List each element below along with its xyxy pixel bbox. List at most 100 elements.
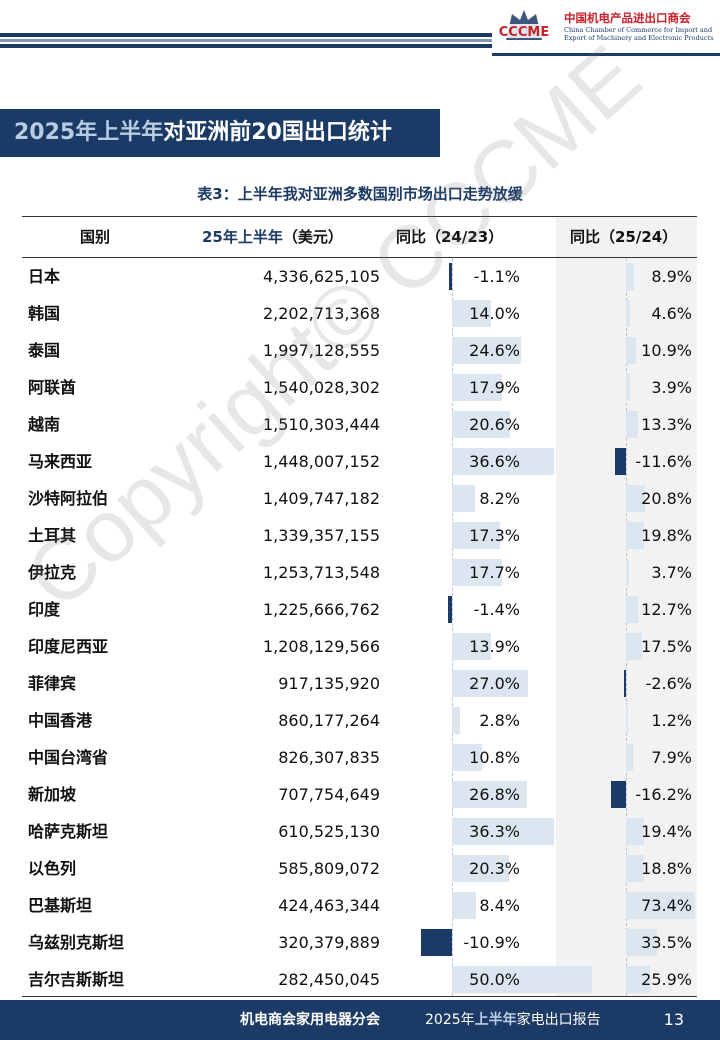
table-header: 国别 25年上半年（美元） 同比（24/23） 同比（25/24） [22, 216, 697, 258]
yoy-prev-zero-axis [452, 258, 454, 996]
header-country: 国别 [80, 228, 111, 246]
yoy-curr-cell: 18.8% [641, 859, 692, 878]
table-row: 乌兹别克斯坦 320,379,889 -10.9% 33.5% [22, 924, 697, 961]
page-footer: 机电商会家用电器分会 2025年上半年家电出口报告 13 [0, 1000, 720, 1040]
org-name-cn: 中国机电产品进出口商会 [564, 11, 691, 25]
footer-org: 机电商会家用电器分会 [240, 1012, 380, 1028]
yoy-curr-cell: 25.9% [641, 970, 692, 989]
table-row: 印度尼西亚 1,208,129,566 13.9% 17.5% [22, 628, 697, 665]
yoy-prev-cell: 10.8% [469, 748, 520, 767]
amount-cell: 1,253,713,548 [262, 563, 380, 582]
header-amount: 25年上半年（美元） [202, 217, 343, 257]
amount-cell: 1,510,303,444 [262, 415, 380, 434]
org-name-en: China Chamber of Commerce for Import and… [564, 26, 714, 42]
yoy-prev-bar [452, 337, 521, 364]
amount-cell: 1,409,747,182 [262, 489, 380, 508]
section-title-rest: 对亚洲前20国出口统计 [163, 120, 392, 145]
yoy-curr-bar [626, 559, 630, 586]
yoy-prev-cell: 17.9% [469, 378, 520, 397]
country-cell: 哈萨克斯坦 [28, 822, 109, 841]
country-cell: 印度尼西亚 [28, 637, 109, 656]
table-caption: 表3：上半年我对亚洲多数国别市场出口走势放缓 [197, 185, 523, 203]
country-cell: 韩国 [28, 304, 61, 323]
yoy-prev-cell: -1.1% [473, 267, 520, 286]
yoy-prev-bar [452, 411, 510, 438]
yoy-prev-cell: 13.9% [469, 637, 520, 656]
header-amount-unit: （美元） [282, 228, 343, 246]
table-row: 越南 1,510,303,444 20.6% 13.3% [22, 406, 697, 443]
yoy-curr-cell: 3.7% [651, 563, 692, 582]
yoy-prev-bar [452, 374, 503, 401]
yoy-prev-cell: 20.3% [469, 859, 520, 878]
yoy-curr-cell: 73.4% [641, 896, 692, 915]
yoy-curr-cell: 33.5% [641, 933, 692, 952]
amount-cell: 826,307,835 [278, 748, 380, 767]
yoy-prev-bar [421, 929, 452, 956]
footer-report-year: 2025年 [425, 1012, 475, 1028]
yoy-curr-bar [626, 855, 644, 882]
amount-cell: 1,339,357,155 [262, 526, 380, 545]
amount-cell: 320,379,889 [278, 933, 380, 952]
yoy-curr-bar [623, 670, 626, 697]
amount-cell: 860,177,264 [278, 711, 380, 730]
yoy-curr-cell: -16.2% [635, 785, 692, 804]
yoy-prev-cell: 8.2% [479, 489, 520, 508]
yoy-prev-cell: 26.8% [469, 785, 520, 804]
yoy-curr-cell: 10.9% [641, 341, 692, 360]
country-cell: 印度 [28, 600, 61, 619]
yoy-curr-bar [626, 337, 637, 364]
table-row: 中国台湾省 826,307,835 10.8% 7.9% [22, 739, 697, 776]
country-cell: 沙特阿拉伯 [28, 489, 109, 508]
yoy-prev-bar [448, 263, 452, 290]
yoy-prev-cell: 2.8% [479, 711, 520, 730]
yoy-prev-cell: 17.7% [469, 563, 520, 582]
yoy-prev-bar [452, 300, 492, 327]
yoy-curr-bar [626, 522, 645, 549]
yoy-prev-cell: 50.0% [469, 970, 520, 989]
table-row: 韩国 2,202,713,368 14.0% 4.6% [22, 295, 697, 332]
table-row: 日本 4,336,625,105 -1.1% 8.9% [22, 258, 697, 295]
yoy-curr-bar [626, 374, 630, 401]
yoy-prev-bar [448, 596, 452, 623]
page-number: 13 [663, 1010, 684, 1029]
country-cell: 伊拉克 [28, 563, 77, 582]
footer-report-title: 2025年上半年家电出口报告 [425, 1000, 601, 1040]
logo-text: CCCME [499, 25, 549, 40]
table-row: 沙特阿拉伯 1,409,747,182 8.2% 20.8% [22, 480, 697, 517]
yoy-curr-cell: 13.3% [641, 415, 692, 434]
yoy-prev-cell: 8.4% [479, 896, 520, 915]
yoy-curr-bar [626, 707, 628, 734]
amount-cell: 4,336,625,105 [262, 267, 380, 286]
country-cell: 马来西亚 [28, 452, 93, 471]
country-cell: 泰国 [28, 341, 61, 360]
yoy-curr-bar [626, 411, 639, 438]
table-bottom-rule [22, 996, 697, 997]
amount-cell: 707,754,649 [278, 785, 380, 804]
table-row: 阿联酋 1,540,028,302 17.9% 3.9% [22, 369, 697, 406]
yoy-curr-bar [626, 596, 638, 623]
yoy-curr-bar [626, 818, 645, 845]
amount-cell: 282,450,045 [278, 970, 380, 989]
yoy-curr-bar [626, 892, 695, 919]
country-cell: 菲律宾 [28, 674, 77, 693]
country-cell: 以色列 [28, 859, 77, 878]
table-row: 中国香港 860,177,264 2.8% 1.2% [22, 702, 697, 739]
yoy-prev-bar [452, 781, 528, 808]
country-cell: 乌兹别克斯坦 [28, 933, 125, 952]
yoy-curr-bar [626, 485, 646, 512]
amount-cell: 2,202,713,368 [262, 304, 380, 323]
yoy-prev-bar [452, 559, 502, 586]
footer-report-period: 上半年 [474, 1012, 517, 1028]
yoy-curr-zero-axis [626, 258, 628, 996]
yoy-curr-cell: -11.6% [635, 452, 692, 471]
amount-cell: 585,809,072 [278, 859, 380, 878]
header-stripe [0, 33, 500, 37]
table-row: 菲律宾 917,135,920 27.0% -2.6% [22, 665, 697, 702]
country-cell: 日本 [28, 267, 61, 286]
yoy-prev-bar [452, 670, 528, 697]
country-cell: 新加坡 [28, 785, 77, 804]
yoy-prev-bar [452, 855, 509, 882]
amount-cell: 1,997,128,555 [262, 341, 380, 360]
yoy-curr-cell: 12.7% [641, 600, 692, 619]
table-row: 新加坡 707,754,649 26.8% -16.2% [22, 776, 697, 813]
